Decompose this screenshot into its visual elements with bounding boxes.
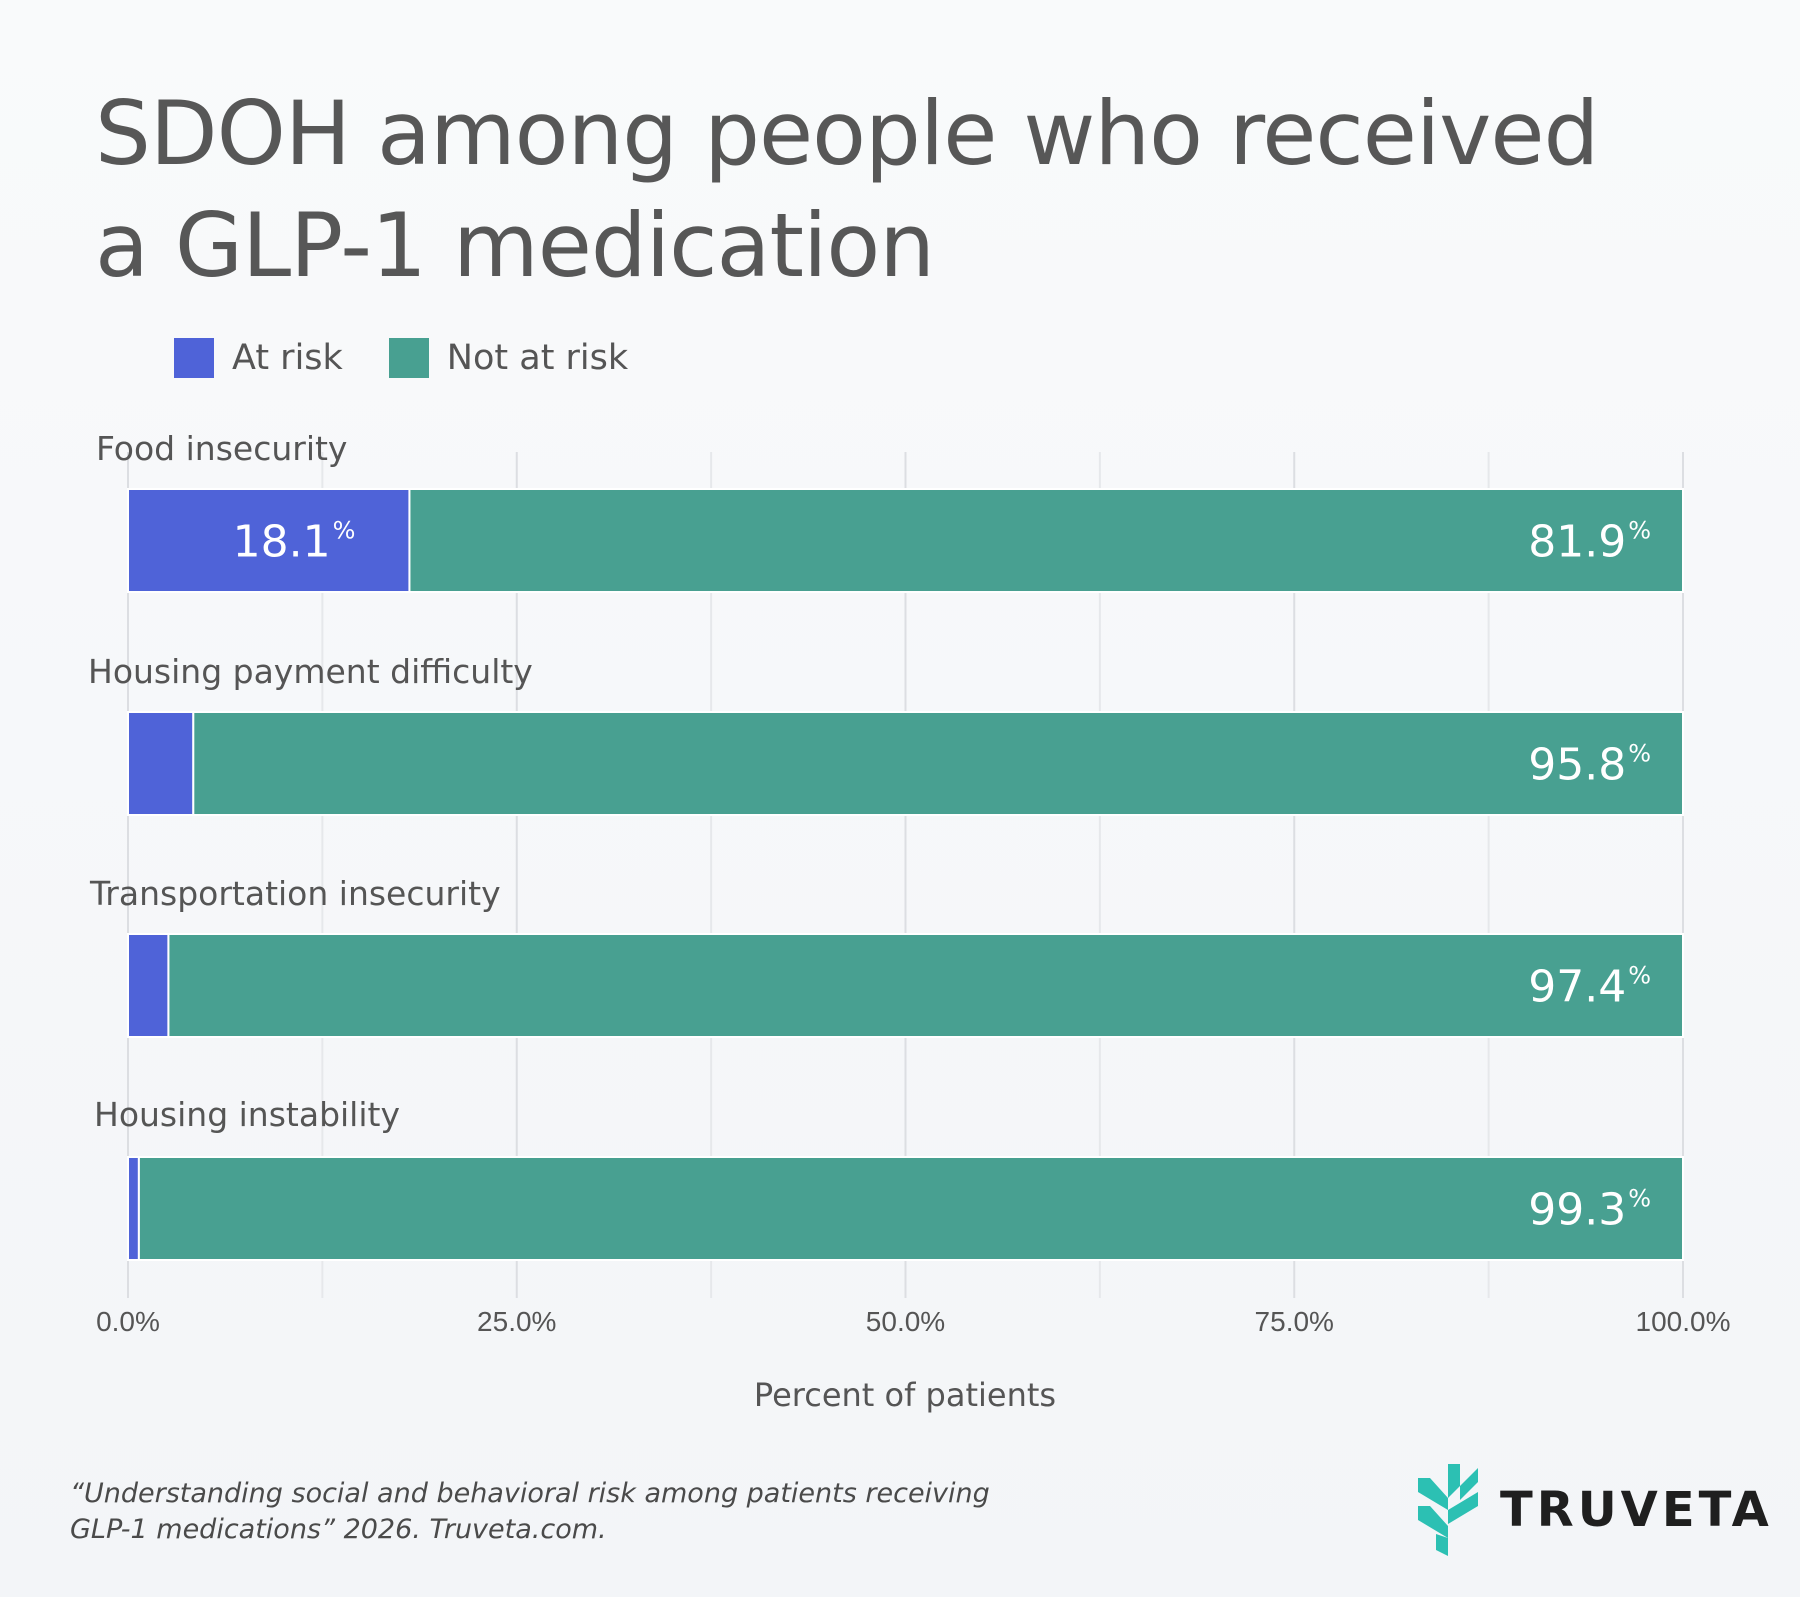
- bar-not-at-risk: [167, 933, 1684, 1038]
- source-citation: “Understanding social and behavioral ris…: [70, 1476, 1030, 1548]
- x-tick-label: 0.0%: [96, 1306, 160, 1337]
- chart-title-line-1: SDOH among people who received: [95, 82, 1599, 185]
- data-label-not-at-risk: 99.3%: [1528, 1185, 1651, 1236]
- legend-swatch-not-at-risk: [388, 338, 429, 378]
- legend-swatch-at-risk: [174, 338, 214, 378]
- category-label: Housing instability: [94, 1095, 400, 1134]
- brand-logo: TRUVETA: [1418, 1464, 1773, 1556]
- x-axis-label: Percent of patients: [754, 1376, 1056, 1414]
- data-label-not-at-risk: 81.9%: [1528, 517, 1651, 568]
- x-tick-label: 50.0%: [866, 1306, 945, 1337]
- legend-label-not-at-risk: Not at risk: [446, 338, 629, 378]
- bar-at-risk: [127, 1156, 140, 1261]
- data-label-not-at-risk: 95.8%: [1528, 740, 1651, 791]
- bar-not-at-risk: [192, 711, 1684, 816]
- legend-item-not-at-risk: Not at risk: [388, 338, 629, 378]
- x-tick-label: 25.0%: [477, 1306, 556, 1337]
- chart-legend: At risk Not at risk: [174, 338, 674, 378]
- stacked-bar-chart: 0.0% 25.0% 50.0% 75.0% 100.0% Percent of pati…: [88, 429, 1731, 1414]
- chart-title-line-2: a GLP-1 medication: [95, 194, 935, 297]
- bar-at-risk: [127, 933, 170, 1038]
- data-label-at-risk: 18.1%: [233, 517, 356, 568]
- category-label: Housing payment difficulty: [88, 652, 533, 691]
- legend-item-at-risk: At risk: [174, 338, 343, 378]
- brand-name: TRUVETA: [1500, 1482, 1773, 1538]
- bar-not-at-risk: [137, 1156, 1684, 1261]
- data-label-not-at-risk: 97.4%: [1528, 962, 1651, 1013]
- category-label: Transportation insecurity: [89, 874, 501, 913]
- category-label: Food insecurity: [96, 429, 347, 468]
- legend-label-at-risk: At risk: [232, 338, 343, 378]
- source-line-2: GLP-1 medications” 2026. Truveta.com.: [70, 1514, 607, 1545]
- bar-not-at-risk: [408, 488, 1685, 593]
- chart-title: SDOH among people who received a GLP-1 m…: [95, 78, 1695, 302]
- source-line-1: “Understanding social and behavioral ris…: [70, 1478, 990, 1509]
- truveta-logo-icon: [1418, 1464, 1478, 1556]
- bar-at-risk: [127, 711, 195, 816]
- x-tick-label: 75.0%: [1255, 1306, 1334, 1337]
- x-tick-label: 100.0%: [1636, 1306, 1731, 1337]
